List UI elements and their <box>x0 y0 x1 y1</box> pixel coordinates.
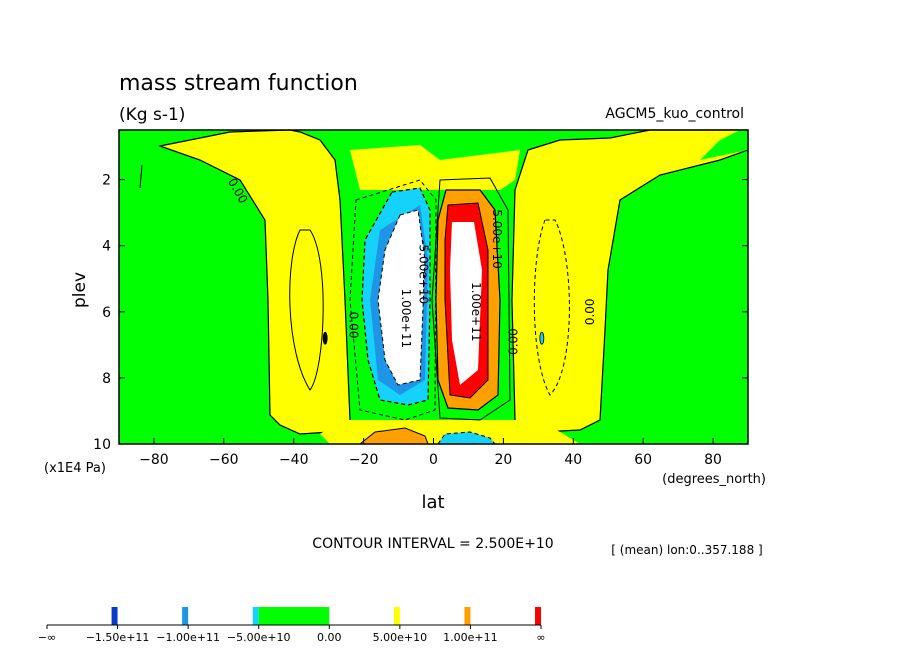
chart-title: mass stream function <box>119 71 358 96</box>
colorbar-label: −5.00e+10 <box>227 631 291 644</box>
x-axis-label: lat <box>421 492 444 513</box>
x-tick-label: 60 <box>634 452 652 468</box>
contour-label: 1.00e+11 <box>399 289 413 348</box>
dataset-label: AGCM5_kuo_control <box>605 106 744 122</box>
surface-cell-negative <box>437 431 497 445</box>
plot-area: 0.00 0.00 1.00e+11 -5.00e+10 1.00e+11 5.00e+1… <box>118 129 749 445</box>
cell-positive-core <box>450 222 482 385</box>
mean-note: [ (mean) lon:0..357.188 ] <box>611 543 762 557</box>
y-tick-label: 2 <box>102 173 111 189</box>
contour-labels: 0.00 0.00 1.00e+11 -5.00e+10 1.00e+11 5.00e+1… <box>225 176 597 355</box>
contour-label: 1.00e+11 <box>469 282 483 341</box>
contour-label: 0.00 <box>506 328 520 355</box>
y-tick-label: 4 <box>102 239 111 255</box>
contour-hadley-south-dashed <box>349 179 437 421</box>
contour-marker <box>322 331 328 345</box>
colorbar-label: 1.00e+11 <box>443 631 497 644</box>
colorbar-label: 5.00e+10 <box>373 631 427 644</box>
x-tick-label: −20 <box>349 452 379 468</box>
x-axis: −80 −60 −40 −20 0 20 40 60 80 <box>139 438 722 468</box>
x-tick-label: −60 <box>209 452 239 468</box>
colorbar: −∞ −1.50e+11 −1.00e+11 −5.00e+10 0.00 5.00e+1… <box>38 607 546 644</box>
colorbar-label: −1.50e+11 <box>86 631 150 644</box>
shaded-regions <box>157 129 749 445</box>
y-axis-label: plev <box>70 272 90 308</box>
y-tick-label: 8 <box>102 371 111 387</box>
colorbar-swatch <box>111 607 118 625</box>
x-tick-label: 20 <box>494 452 512 468</box>
chart-units: (Kg s-1) <box>119 105 185 125</box>
x-tick-label: 40 <box>564 452 582 468</box>
y-tick-label: 6 <box>102 305 111 321</box>
contour-ferrel-south <box>289 229 324 391</box>
region-yellow-north <box>511 129 749 433</box>
colorbar-label: −∞ <box>38 631 56 644</box>
x-tick-label: 80 <box>704 452 722 468</box>
contour-label: 0.00 <box>583 298 597 325</box>
y-axis-unit: (x1E4 Pa) <box>44 461 106 476</box>
x-axis-unit: (degrees_north) <box>662 472 766 487</box>
x-tick-label: −40 <box>279 452 309 468</box>
region-green-northeast <box>700 130 748 160</box>
contour-label: 0.00 <box>347 312 361 339</box>
contour-markers <box>322 331 545 345</box>
cell-negative-core <box>377 209 426 386</box>
colorbar-label: −1.00e+11 <box>156 631 220 644</box>
colorbar-label: ∞ <box>536 631 545 644</box>
contour-hadley-north <box>431 177 511 421</box>
colorbar-swatch <box>258 607 330 625</box>
x-tick-label: 0 <box>429 452 438 468</box>
colorbar-swatch <box>182 607 189 625</box>
y-axis: 2 4 6 8 10 <box>93 173 748 453</box>
colorbar-swatch <box>464 607 471 625</box>
colorbar-swatch <box>252 607 259 625</box>
x-tick-label: −80 <box>139 452 169 468</box>
y-tick-label: 10 <box>93 437 111 453</box>
colorbar-swatch <box>393 607 400 625</box>
contour-ferrel-north <box>533 219 570 396</box>
colorbar-label: 0.00 <box>317 631 342 644</box>
contour-label: -5.00e+10 <box>417 240 431 304</box>
colorbar-swatch <box>535 607 541 625</box>
contour-lines <box>139 164 570 421</box>
contour-marker <box>539 331 545 345</box>
contour-label: 5.00e+10 <box>490 209 504 268</box>
contour-interval: CONTOUR INTERVAL = 2.500E+10 <box>312 536 553 552</box>
contour-southwest-tick <box>139 164 143 189</box>
